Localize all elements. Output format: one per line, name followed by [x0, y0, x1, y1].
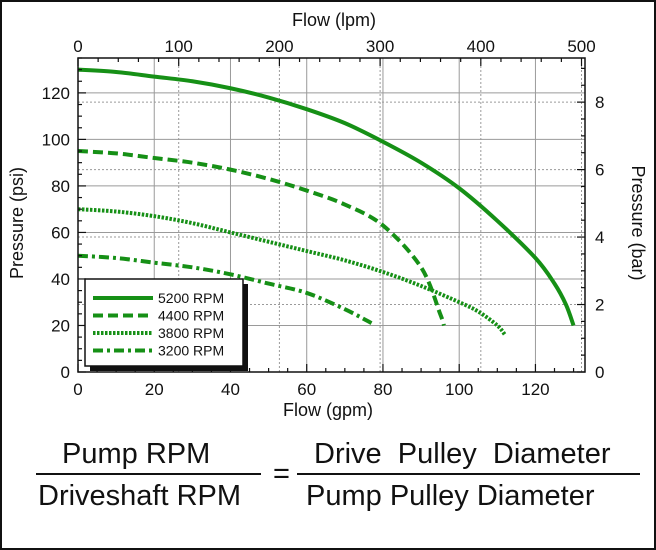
y-tick-label-80: 80: [51, 177, 70, 196]
series-line-4400-rpm: [77, 149, 446, 327]
y-tick-label-60: 60: [51, 223, 70, 242]
y2-axis-title: Pressure (bar): [628, 165, 648, 280]
x2-tick-label-400: 400: [467, 37, 495, 56]
axes-layer: [77, 57, 586, 373]
formula-right-numerator: Drive Pulley Diameter: [314, 438, 611, 470]
y-tick-label-100: 100: [42, 130, 70, 149]
x-tick-label-0: 0: [73, 380, 82, 399]
formula-equals: =: [273, 458, 290, 490]
y-tick-label-20: 20: [51, 316, 70, 335]
legend-box: [84, 278, 244, 367]
x-tick-label-60: 60: [297, 380, 316, 399]
legend-label-2: 3800 RPM: [158, 325, 224, 341]
y2-tick-label-0: 0: [595, 363, 604, 382]
x2-tick-label-200: 200: [265, 37, 293, 56]
formula-left-denominator: Driveshaft RPM: [38, 480, 242, 512]
series-line-3800-rpm: [77, 207, 507, 337]
x2-tick-label-0: 0: [73, 37, 82, 56]
x2-axis-title: Flow (lpm): [292, 10, 376, 30]
y2-tick-label-6: 6: [595, 161, 604, 180]
y-tick-label-0: 0: [61, 363, 70, 382]
y-tick-label-120: 120: [42, 84, 70, 103]
formula-left-numerator: Pump RPM: [62, 438, 211, 470]
y2-tick-label-2: 2: [595, 296, 604, 315]
legend-label-0: 5200 RPM: [158, 290, 224, 306]
x2-tick-label-500: 500: [567, 37, 595, 56]
x2-tick-label-100: 100: [165, 37, 193, 56]
series-layer: [77, 67, 576, 337]
plot-frame: [77, 57, 586, 373]
x-tick-label-100: 100: [445, 380, 473, 399]
y2-tick-label-8: 8: [595, 93, 604, 112]
y-axis-title: Pressure (psi): [7, 167, 27, 279]
x-axis-title: Flow (gpm): [283, 400, 373, 420]
x-tick-label-40: 40: [221, 380, 240, 399]
formula-right-denominator: Pump Pulley Diameter: [306, 480, 595, 512]
x2-tick-label-300: 300: [366, 37, 394, 56]
legend-label-1: 4400 RPM: [158, 308, 224, 324]
y-tick-label-40: 40: [51, 270, 70, 289]
series-line-5200-rpm: [77, 67, 576, 327]
x-tick-label-20: 20: [145, 380, 164, 399]
x-tick-label-120: 120: [521, 380, 549, 399]
y2-tick-label-4: 4: [595, 228, 604, 247]
x-tick-label-80: 80: [374, 380, 393, 399]
legend-label-3: 3200 RPM: [158, 343, 224, 359]
series-line-3200-rpm: [77, 253, 373, 325]
